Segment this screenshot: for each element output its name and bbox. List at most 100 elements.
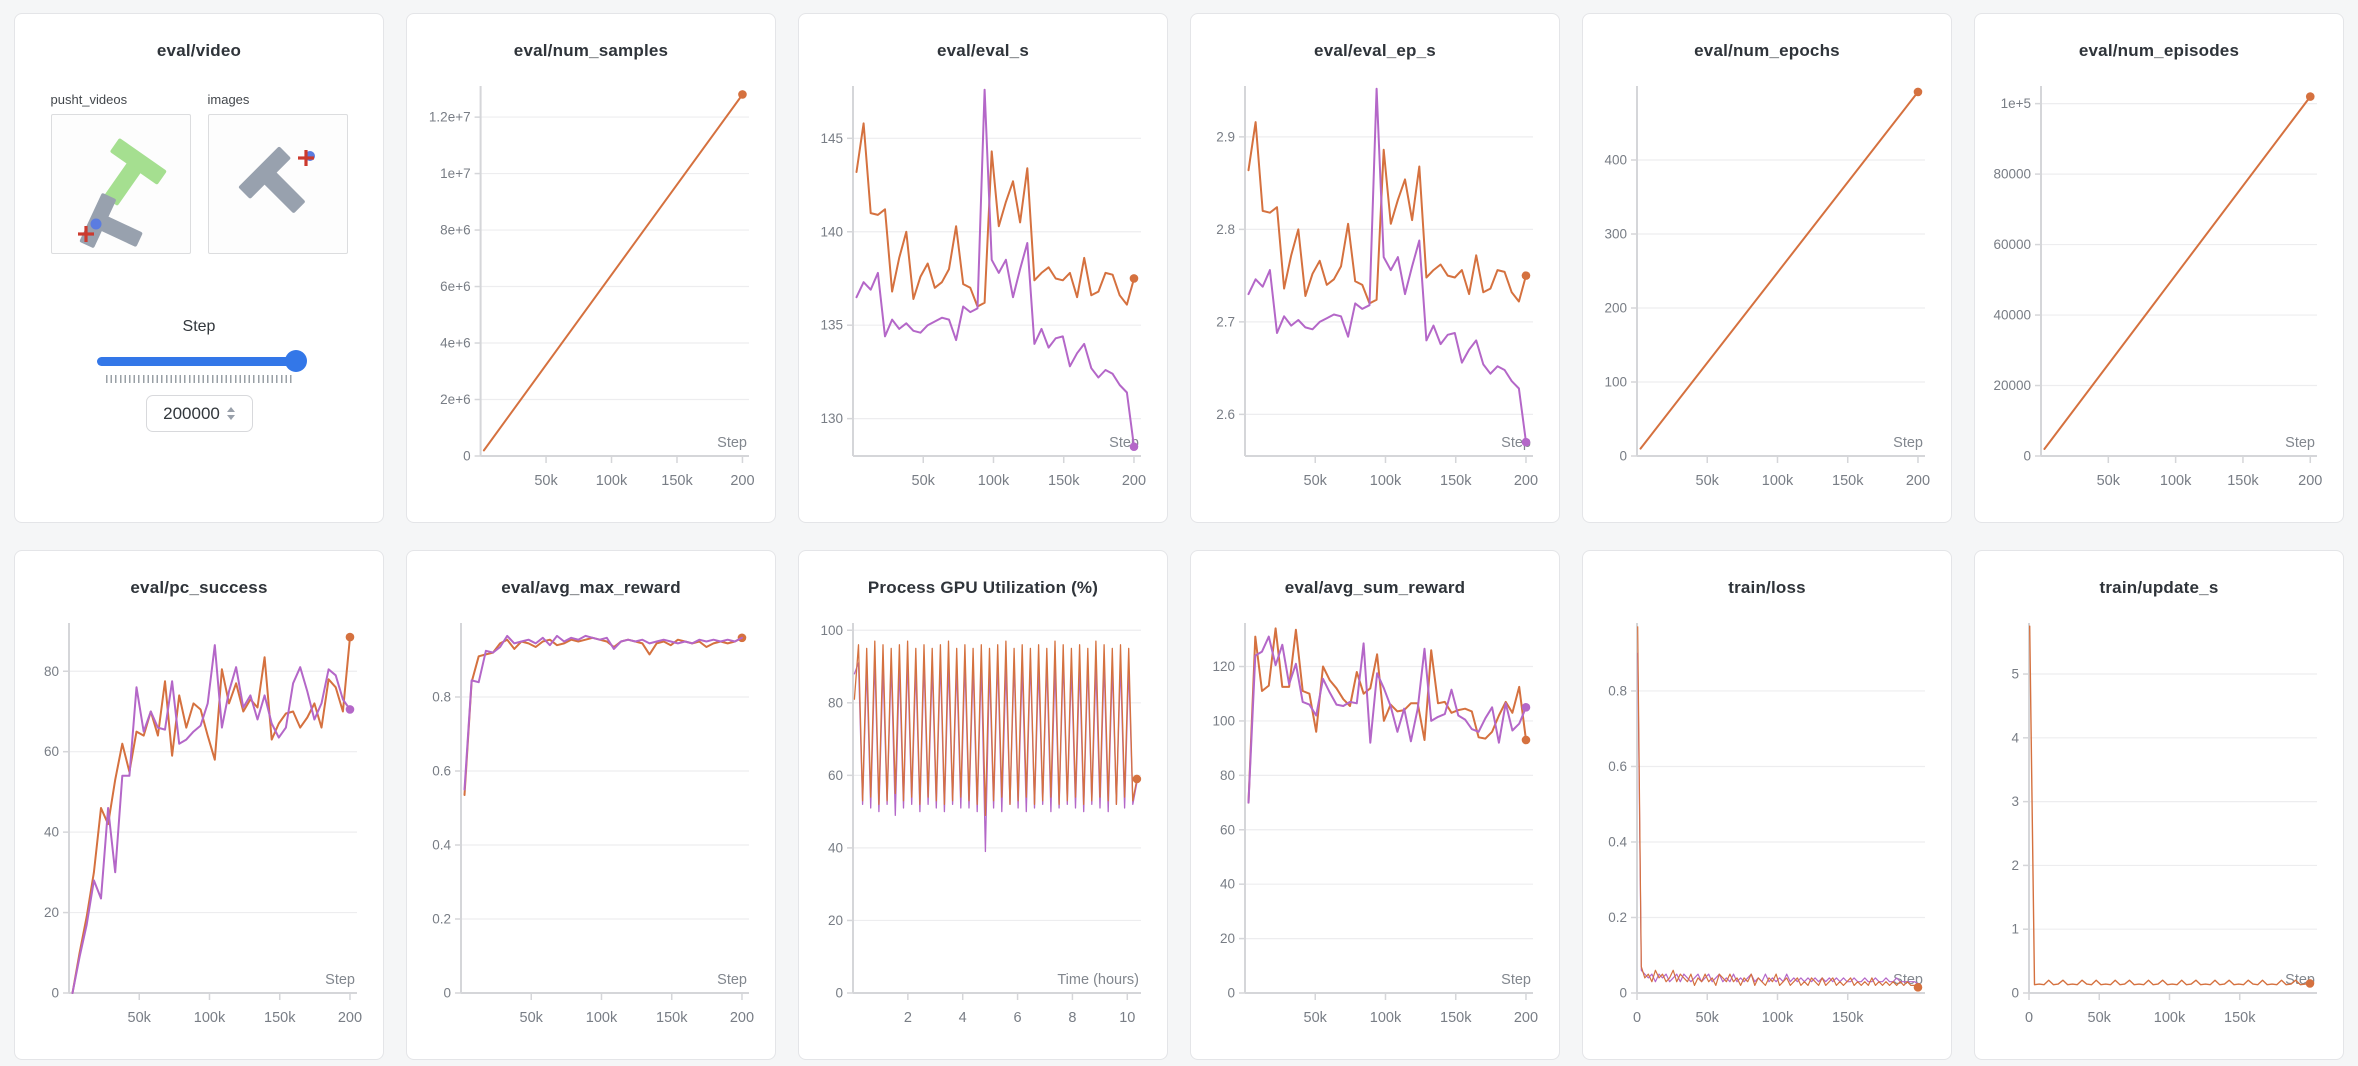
x-tick-label: 50k (1696, 473, 1720, 489)
step-slider-track[interactable] (97, 357, 295, 366)
x-tick-label: 50k (1304, 473, 1328, 489)
x-tick-label: 50k (912, 473, 936, 489)
x-tick-label: 50k (2088, 1010, 2112, 1026)
step-value: 200000 (163, 403, 220, 423)
x-tick-label: 200 (1514, 473, 1538, 489)
y-tick-label: 60000 (1993, 237, 2031, 252)
y-tick-label: 80 (44, 664, 59, 679)
x-tick-label: 200 (730, 473, 754, 489)
step-slider-handle[interactable] (285, 350, 307, 372)
series-end-dot-run-purple (1129, 442, 1139, 451)
x-tick-label: 100k (978, 473, 1010, 489)
y-tick-label: 0 (443, 986, 451, 1001)
series-end-dot-run-orange (2305, 979, 2315, 988)
media-thumb-images: images (207, 92, 348, 254)
chart-eval-avg-sum-reward[interactable]: 0 20 40 60 80 100 120 50k 100k 150k 200 Step (1201, 615, 1549, 1051)
chart-eval-num-epochs[interactable]: 0 100 200 300 400 50k 100k 150k 200 Step (1593, 78, 1941, 514)
line-series-run-orange (2043, 95, 2312, 450)
media-thumbnails: pusht_videos (50, 92, 348, 254)
x-tick-label: 100k (596, 473, 628, 489)
spinner-down-icon[interactable] (226, 415, 235, 420)
line-series-run-purple (1637, 652, 1919, 985)
y-tick-label: 100 (1212, 713, 1235, 728)
y-tick-label: 8e+6 (440, 223, 470, 238)
y-tick-label: 100 (820, 623, 843, 638)
green-t-shape (103, 138, 166, 206)
y-tick-label: 135 (820, 318, 843, 333)
x-tick-label: 200 (1122, 473, 1146, 489)
chart-eval-num-episodes[interactable]: 0 20000 40000 60000 80000 1e+5 50k 100k 150k 200 S… (1985, 78, 2333, 514)
y-tick-label: 300 (1604, 227, 1627, 242)
x-tick-label: 200 (338, 1010, 362, 1026)
y-tick-label: 2.9 (1216, 129, 1235, 144)
x-tick-label: 150k (1048, 473, 1080, 489)
x-tick-label: 4 (959, 1010, 967, 1026)
chart-eval-num-samples[interactable]: 0 2e+6 4e+6 6e+6 8e+6 1e+7 1.2e+7 50k 100k 150k 20… (417, 78, 765, 514)
images-thumbnail[interactable] (207, 114, 348, 254)
x-tick-label: 100k (1762, 1010, 1794, 1026)
y-tick-label: 6e+6 (440, 279, 470, 294)
series-end-dot-run-orange (1913, 983, 1923, 992)
line-series-run-orange (1247, 121, 1527, 305)
y-tick-label: 2.7 (1216, 314, 1235, 329)
chart-eval-avg-max-reward[interactable]: 0 0.2 0.4 0.6 0.8 50k 100k 150k 200 Step (417, 615, 765, 1051)
step-slider[interactable] (97, 350, 307, 372)
x-tick-label: 150k (1440, 473, 1472, 489)
x-tick-label: 50k (534, 473, 558, 489)
y-tick-label: 0 (1619, 986, 1627, 1001)
y-tick-label: 0 (2023, 449, 2031, 464)
panel-card-eval-num-epochs: eval/num_epochs 0 100 200 300 400 50k 100k 150k 2… (1582, 13, 1952, 523)
panel-card-eval-avg-max-reward: eval/avg_max_reward 0 0.2 0.4 0.6 0.8 50k 100k 1… (406, 550, 776, 1060)
y-tick-label: 200 (1604, 301, 1627, 316)
x-axis-label: Step (717, 972, 747, 988)
series-end-dot-run-orange (1132, 774, 1142, 784)
step-slider-ruler (106, 375, 292, 383)
y-tick-label: 400 (1604, 153, 1627, 168)
panel-title: eval/video (156, 41, 242, 60)
chart-title: eval/eval_s (936, 41, 1029, 60)
y-tick-label: 1.2e+7 (429, 110, 471, 125)
chart-title: eval/avg_sum_reward (1284, 578, 1466, 597)
y-tick-label: 60 (44, 744, 59, 759)
panel-card-eval-video: eval/video pusht_videos (14, 13, 384, 523)
chart-title: eval/avg_max_reward (501, 578, 681, 597)
x-tick-label: 200 (1906, 473, 1930, 489)
step-value-input[interactable]: 200000 (145, 395, 253, 432)
chart-process-gpu-utilization[interactable]: 0 20 40 60 80 100 2 4 6 8 10 Time (hours) (809, 615, 1157, 1051)
line-series-run-purple (1247, 87, 1527, 444)
chart-title: train/loss (1728, 578, 1806, 597)
y-tick-label: 20000 (1993, 378, 2031, 393)
x-axis-label: Step (2285, 435, 2315, 451)
panel-card-train-loss: train/loss 0 0.2 0.4 0.6 0.8 0 50k 100k 150k Step (1582, 550, 1952, 1060)
y-tick-label: 0 (1619, 449, 1627, 464)
x-tick-label: 200 (1514, 1010, 1538, 1026)
chart-eval-pc-success[interactable]: 0 20 40 60 80 50k 100k 150k 200 Step (25, 615, 373, 1051)
line-series-run-orange (1247, 627, 1527, 804)
pusht-video-thumbnail[interactable] (50, 114, 191, 254)
y-tick-label: 80 (828, 695, 843, 710)
panel-card-eval-eval-s: eval/eval_s 130 135 140 145 50k 100k 150k 200 Ste… (798, 13, 1168, 523)
x-tick-label: 200 (2298, 473, 2322, 489)
x-tick-label: 100k (194, 1010, 226, 1026)
series-end-dot-run-purple (345, 705, 355, 714)
x-tick-label: 50k (520, 1010, 544, 1026)
chart-title: eval/eval_ep_s (1314, 41, 1436, 60)
series-end-dot-run-orange (345, 632, 355, 642)
spinner-up-icon[interactable] (226, 407, 235, 412)
chart-title: eval/num_epochs (1694, 41, 1840, 60)
chart-title: eval/num_samples (513, 41, 669, 60)
panel-card-eval-num-samples: eval/num_samples 0 2e+6 4e+6 6e+6 8e+6 1e+7 1.2… (406, 13, 776, 523)
line-series-run-orange (855, 122, 1135, 308)
y-tick-label: 20 (1220, 931, 1235, 946)
panel-card-eval-avg-sum-reward: eval/avg_sum_reward 0 20 40 60 80 100 120 50k 100… (1190, 550, 1560, 1060)
line-series-run-orange (1637, 626, 1919, 988)
gray-t-shape (79, 193, 142, 248)
series-end-dot-run-purple (1521, 437, 1531, 447)
line-series-run-orange (1639, 90, 1919, 450)
x-tick-label: 10 (1119, 1010, 1135, 1026)
x-tick-label: 50k (1304, 1010, 1328, 1026)
